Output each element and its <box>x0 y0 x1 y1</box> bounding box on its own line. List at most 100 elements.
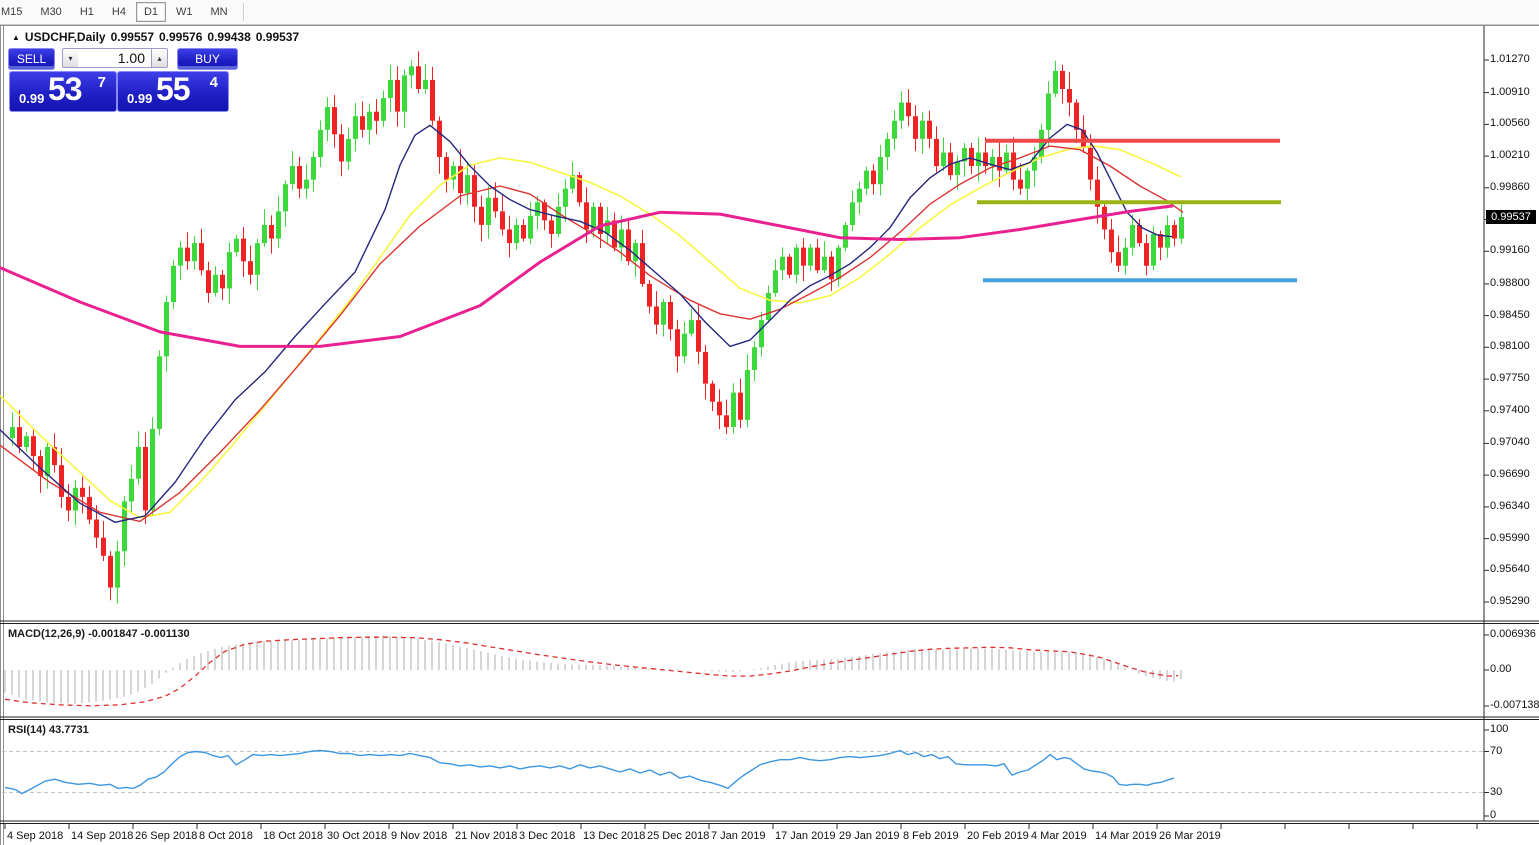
candle-body <box>626 229 631 262</box>
price-tick-label: 1.00210 <box>1490 149 1530 162</box>
candle-body <box>122 501 127 552</box>
timeframe-toolbar: M15 M30 H1 H4 D1 W1 MN <box>0 0 1539 25</box>
price-tick-label: 0.97400 <box>1490 403 1530 416</box>
volume-decrease-button[interactable]: ▾ <box>62 48 79 68</box>
candle-body <box>584 202 589 230</box>
timeframe-h4-button[interactable]: H4 <box>111 6 126 18</box>
candle-body <box>738 392 743 420</box>
candle-body <box>45 447 50 476</box>
candle-body <box>311 157 316 180</box>
candle-body <box>1067 89 1072 103</box>
candle-body <box>836 247 841 280</box>
ohlc-open: 0.99557 <box>110 30 154 44</box>
buy-button[interactable]: BUY <box>177 48 238 70</box>
price-tick-label: 0.98450 <box>1490 308 1530 321</box>
date-tick-label: 21 Nov 2018 <box>455 830 518 842</box>
candle-body <box>52 447 57 466</box>
date-tick-label: 25 Dec 2018 <box>647 830 710 842</box>
macd-tick-label: 0.006936 <box>1490 628 1536 640</box>
candle-body <box>430 79 435 121</box>
candle-body <box>605 220 610 234</box>
candle-body <box>234 238 239 253</box>
date-tick-label: 9 Nov 2018 <box>391 830 448 842</box>
sell-price-button[interactable]: 0.99 53 7 <box>9 71 117 112</box>
candle-body <box>528 215 533 239</box>
price-tick-label: 1.00560 <box>1490 117 1530 130</box>
date-tick-label: 18 Oct 2018 <box>263 830 323 842</box>
candle-body <box>710 383 715 402</box>
candle-body <box>969 147 974 166</box>
candle-body <box>759 320 764 348</box>
price-tick-label: 1.00910 <box>1490 85 1530 98</box>
sell-button[interactable]: SELL <box>8 48 55 70</box>
rsi-indicator-label: RSI(14) 43.7731 <box>8 724 89 736</box>
chart-symbol-label: USDCHF,Daily <box>24 30 106 44</box>
candle-body <box>283 184 288 212</box>
timeframe-h1-button[interactable]: H1 <box>79 6 94 18</box>
candle-body <box>549 220 554 234</box>
candle-body <box>318 129 323 157</box>
window-border-left <box>0 26 1 845</box>
candle-body <box>269 225 274 239</box>
candle-body <box>276 211 281 239</box>
sell-price-pip: 7 <box>97 74 106 91</box>
date-tick-label: 7 Jan 2019 <box>711 830 766 842</box>
candle-body <box>717 401 722 416</box>
candle-body <box>703 351 708 384</box>
candle-body <box>934 138 939 167</box>
candle-body <box>255 243 260 275</box>
date-tick-label: 3 Dec 2018 <box>519 830 576 842</box>
candle-body <box>745 370 750 420</box>
candle-body <box>542 202 547 221</box>
macd-tick-label: 0.00 <box>1490 663 1512 675</box>
buy-price-main: 55 <box>156 71 191 107</box>
candle-body <box>927 120 932 139</box>
candle-body <box>101 537 106 556</box>
candle-body <box>395 79 400 112</box>
candle-body <box>80 487 85 497</box>
candle-body <box>381 98 386 121</box>
candle-body <box>696 320 701 352</box>
price-scale[interactable]: 0.99537 1.01270 1.00910 1.00560 1.00210 0.99… <box>1485 26 1539 823</box>
price-tick-label: 0.98100 <box>1490 340 1530 353</box>
candle-body <box>115 551 120 588</box>
volume-input[interactable] <box>78 48 151 68</box>
candle-body <box>1025 170 1030 189</box>
candle-body <box>227 252 232 289</box>
candle-body <box>444 157 449 180</box>
buy-price-pip: 4 <box>209 74 218 91</box>
time-scale[interactable]: 4 Sep 2018 14 Sep 2018 26 Sep 2018 8 Oct 20… <box>0 828 1484 845</box>
candle-body <box>1123 247 1128 266</box>
candle-body <box>885 138 890 157</box>
candle-body <box>514 225 519 244</box>
price-tick-label: 0.96690 <box>1490 468 1530 481</box>
volume-increase-button[interactable]: ▴ <box>151 48 168 68</box>
candle-body <box>773 270 778 293</box>
timeframe-mn-button[interactable]: MN <box>210 6 228 18</box>
chart-collapse-icon[interactable]: ▲ <box>12 32 20 42</box>
timeframe-m15-button[interactable]: M15 <box>1 6 23 18</box>
candle-body <box>507 229 512 244</box>
candle-body <box>1116 252 1121 266</box>
candle-body <box>157 356 162 429</box>
candle-body <box>458 166 463 194</box>
timeframe-d1-button[interactable]: D1 <box>135 2 166 22</box>
buy-price-button[interactable]: 0.99 55 4 <box>117 71 229 112</box>
price-tick-label: 0.95990 <box>1490 531 1530 544</box>
rsi-line <box>4 749 1175 795</box>
candle-body <box>1074 102 1079 130</box>
candle-body <box>640 243 645 284</box>
date-tick-label: 13 Dec 2018 <box>583 830 646 842</box>
rsi-tick-label: 100 <box>1490 723 1509 735</box>
candle-body <box>150 428 155 511</box>
timeframe-w1-button[interactable]: W1 <box>176 6 193 18</box>
ohlc-close: 0.99537 <box>255 30 300 44</box>
candle-body <box>304 179 309 189</box>
candle-body <box>871 170 876 185</box>
candle-body <box>185 247 190 262</box>
candle-body <box>633 243 638 262</box>
timeframe-m30-button[interactable]: M30 <box>40 6 62 18</box>
macd-tick-label: -0.007138 <box>1490 699 1539 712</box>
price-tick-label: 0.99160 <box>1490 244 1530 257</box>
